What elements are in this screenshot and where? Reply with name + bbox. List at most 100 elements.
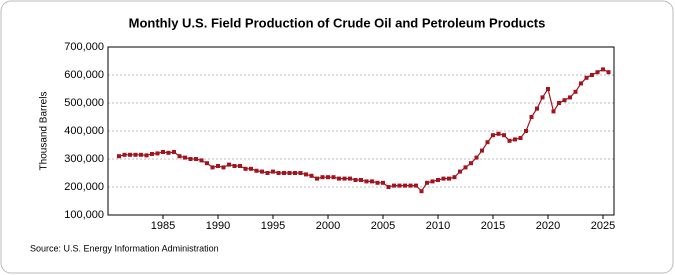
data-point	[419, 189, 424, 194]
data-point	[480, 148, 484, 153]
data-point	[320, 175, 325, 180]
data-point	[254, 168, 259, 173]
x-tick-label: 1990	[206, 220, 230, 232]
data-point	[469, 161, 473, 166]
data-point	[260, 169, 264, 174]
data-point	[172, 150, 176, 154]
x-tick-label: 2005	[371, 220, 395, 232]
data-point	[166, 150, 171, 155]
data-point	[188, 157, 193, 161]
data-point	[375, 180, 380, 185]
data-point	[282, 171, 286, 175]
data-point	[326, 175, 330, 180]
data-point	[122, 152, 127, 157]
data-point	[458, 169, 462, 174]
data-point	[606, 70, 611, 75]
data-point	[342, 176, 347, 181]
data-point	[309, 173, 314, 178]
data-point	[452, 175, 457, 180]
data-point	[524, 129, 528, 133]
data-point	[546, 87, 550, 91]
data-point	[397, 183, 402, 188]
data-point	[551, 109, 556, 114]
x-tick-label: 2000	[316, 220, 340, 232]
data-point	[370, 179, 374, 184]
data-point	[161, 150, 165, 154]
data-point	[485, 140, 490, 145]
data-point	[584, 75, 589, 80]
data-point	[199, 158, 204, 163]
data-point	[194, 157, 198, 161]
plot-area	[107, 46, 615, 216]
data-point	[463, 165, 468, 170]
data-point	[232, 164, 237, 168]
data-point	[331, 175, 336, 180]
data-point	[337, 176, 341, 181]
data-point	[287, 171, 292, 175]
data-point	[348, 176, 352, 181]
data-point	[392, 183, 396, 188]
data-point	[562, 98, 567, 103]
data-point	[133, 152, 138, 157]
data-point	[568, 95, 572, 100]
data-point	[271, 169, 275, 174]
data-point	[386, 185, 391, 189]
y-tick-label: 700,000	[64, 41, 104, 53]
data-point	[425, 180, 429, 185]
data-point	[430, 179, 435, 184]
data-point	[601, 67, 605, 72]
x-tick-label: 1985	[151, 220, 175, 232]
data-point	[353, 178, 358, 182]
data-point	[150, 151, 154, 156]
x-tick-label: 2020	[536, 220, 560, 232]
x-tick-label: 1995	[261, 220, 285, 232]
y-tick-label: 500,000	[64, 97, 104, 109]
y-tick-label: 600,000	[64, 69, 104, 81]
y-axis-label: Thousand Barrels	[39, 92, 50, 171]
data-point	[579, 81, 583, 86]
data-point	[513, 137, 517, 142]
data-point	[529, 115, 534, 119]
data-point	[155, 151, 160, 156]
data-point	[293, 171, 297, 175]
data-point	[221, 165, 226, 170]
data-point	[403, 183, 407, 188]
chart-title: Monthly U.S. Field Production of Crude O…	[129, 15, 546, 30]
data-point	[298, 171, 303, 175]
data-point	[144, 153, 149, 158]
data-point	[496, 131, 501, 136]
data-point	[436, 178, 440, 182]
data-point	[243, 166, 248, 171]
data-point	[117, 154, 121, 159]
data-point	[304, 172, 308, 177]
data-point	[359, 178, 363, 182]
data-point	[315, 176, 319, 181]
y-tick-label: 300,000	[64, 153, 104, 165]
x-tick-label: 2015	[481, 220, 505, 232]
x-tick-label: 2025	[591, 220, 615, 232]
data-point	[177, 154, 182, 159]
data-point	[205, 161, 209, 166]
data-point	[381, 180, 385, 185]
data-point	[128, 152, 132, 157]
data-point	[540, 95, 545, 100]
data-point	[227, 162, 231, 167]
data-point	[590, 73, 594, 77]
y-tick-label: 400,000	[64, 125, 104, 137]
data-point	[265, 171, 270, 175]
data-point	[183, 155, 187, 160]
data-point	[535, 106, 539, 111]
data-point	[216, 164, 220, 168]
data-point	[557, 101, 561, 105]
data-point	[518, 136, 523, 140]
data-point	[408, 183, 413, 188]
data-point	[441, 176, 446, 181]
data-point	[414, 183, 418, 188]
data-point	[502, 133, 506, 138]
y-tick-label: 100,000	[64, 209, 104, 221]
data-point	[474, 155, 479, 160]
data-point	[364, 179, 369, 184]
data-point	[447, 176, 451, 181]
